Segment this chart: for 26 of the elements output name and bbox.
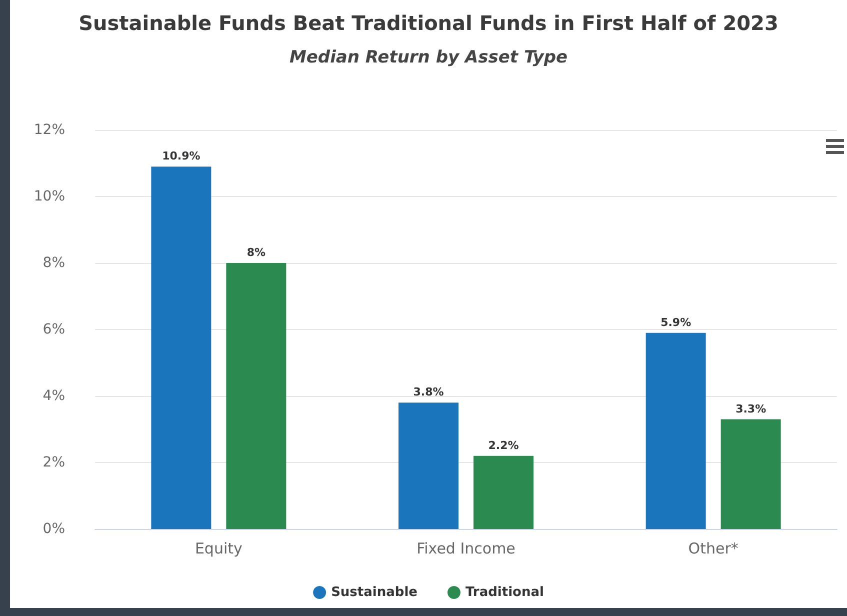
y-tick-label: 10% — [34, 188, 65, 204]
x-tick-label: Other* — [688, 540, 739, 558]
y-tick-label: 6% — [42, 322, 65, 338]
data-label: 2.2% — [488, 438, 519, 452]
data-label: 3.3% — [736, 402, 766, 416]
bar — [398, 402, 458, 529]
data-label: 5.9% — [660, 316, 692, 329]
y-tick-label: 8% — [42, 255, 65, 271]
y-tick-label: 12% — [34, 122, 65, 138]
x-tick-label: Fixed Income — [416, 540, 516, 558]
legend-label: Traditional — [465, 585, 544, 600]
bar — [151, 166, 212, 529]
y-tick-label: 2% — [42, 454, 65, 470]
chart-title: Sustainable Funds Beat Traditional Funds in First Half of 2023 — [78, 11, 778, 35]
bar — [646, 332, 706, 529]
y-tick-label: 0% — [42, 521, 65, 537]
y-tick-label: 4% — [42, 388, 65, 404]
data-label: 10.9% — [162, 150, 200, 163]
legend-label: Sustainable — [331, 585, 418, 600]
bar — [474, 456, 534, 529]
bar — [226, 263, 286, 529]
data-label: 8% — [246, 246, 266, 259]
bar — [720, 419, 781, 529]
data-label: 3.8% — [413, 386, 444, 399]
x-tick-label: Equity — [194, 540, 243, 558]
chart-subtitle: Median Return by Asset Type — [289, 48, 568, 68]
